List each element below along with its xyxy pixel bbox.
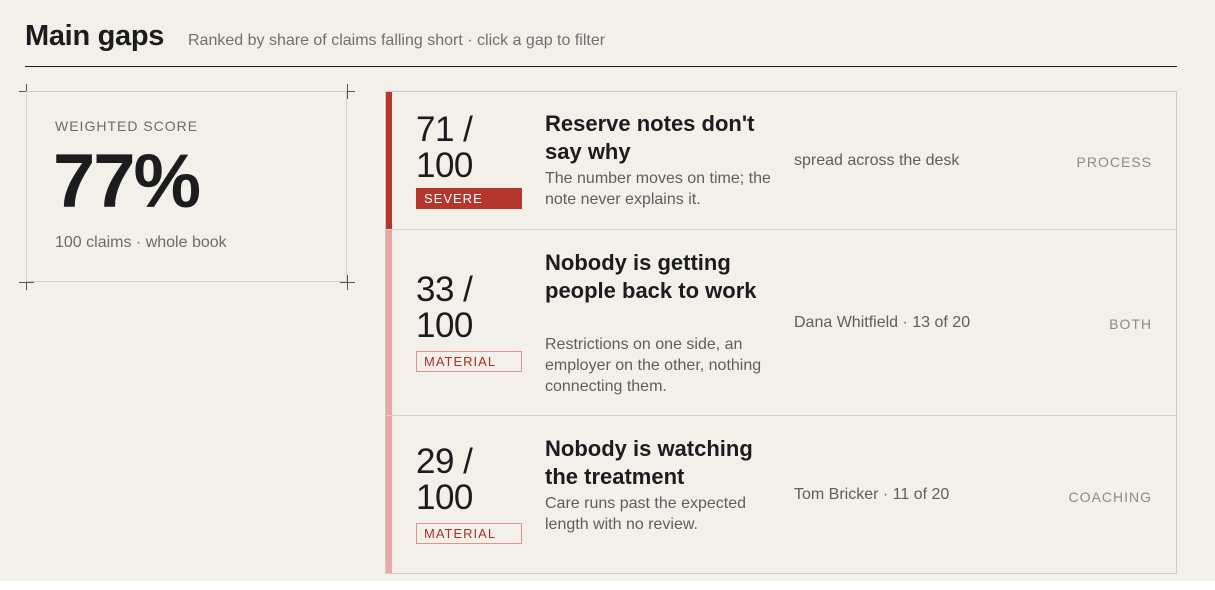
severity-accent-bar [386,92,392,229]
gap-category: BOTH [1109,316,1152,332]
section-subtitle: Ranked by share of claims falling short … [188,32,606,49]
gap-row-treatment[interactable]: 29 / 100 MATERIAL Nobody is watching the… [386,416,1176,573]
score-meta: 100 claims · whole book [55,234,227,251]
gap-title: Nobody is watching the treatment [545,436,753,489]
gap-title: Nobody is getting people back to work [545,250,757,303]
score-label: WEIGHTED SCORE [55,118,199,134]
gap-category: COACHING [1068,489,1152,505]
crosshair-icon [340,275,355,290]
gap-description: Care runs past the expected length with … [545,495,747,533]
weighted-score-card: WEIGHTED SCORE 77% 100 claims · whole bo… [26,91,347,282]
score-value: 77% [53,139,201,224]
gap-owner: spread across the desk [794,152,960,169]
gap-score: 29 / 100 [416,442,473,517]
gap-row-reserve-notes[interactable]: 71 / 100 SEVERE Reserve notes don't say … [386,92,1176,230]
gap-list: 71 / 100 SEVERE Reserve notes don't say … [385,91,1177,574]
crosshair-icon [19,275,34,290]
gap-description: The number moves on time; the note never… [545,170,771,208]
severity-badge: MATERIAL [416,523,522,544]
gap-row-back-to-work[interactable]: 33 / 100 MATERIAL Nobody is getting peop… [386,230,1176,416]
severity-accent-bar [386,416,392,573]
section-title: Main gaps [25,20,165,52]
gap-owner: Dana Whitfield · 13 of 20 [794,314,971,331]
gap-score: 71 / 100 [416,110,473,185]
gap-description: Restrictions on one side, an employer on… [545,336,762,395]
gap-owner: Tom Bricker · 11 of 20 [794,486,950,503]
section-header: Main gaps Ranked by share of claims fall… [25,18,1177,67]
gap-title: Reserve notes don't say why [545,111,755,164]
gap-score: 33 / 100 [416,270,473,345]
gap-category: PROCESS [1076,154,1152,170]
crosshair-icon [340,84,355,99]
severity-accent-bar [386,230,392,415]
severity-badge: SEVERE [416,188,522,209]
severity-badge: MATERIAL [416,351,522,372]
